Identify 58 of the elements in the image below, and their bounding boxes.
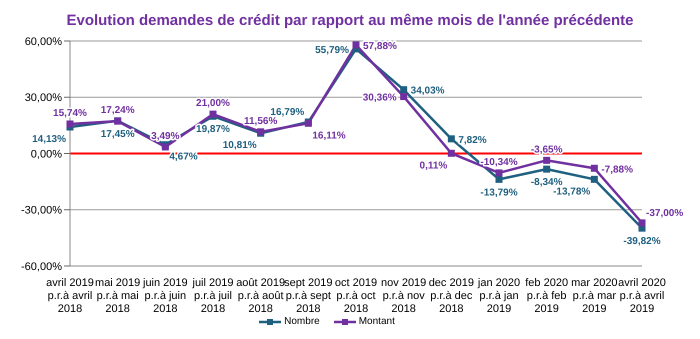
data-label: 14,13% xyxy=(32,134,66,146)
y-tick-label: 0,00% xyxy=(30,148,62,160)
point xyxy=(448,150,455,157)
data-label: 16,11% xyxy=(312,130,346,142)
x-tick-label: feb 2020 p.r.à feb 2019 xyxy=(525,277,568,315)
point xyxy=(400,93,408,100)
data-label: -37,00% xyxy=(646,208,684,219)
point xyxy=(496,169,502,176)
x-tick-label: juil 2019 p.r.à juil 2018 xyxy=(192,277,234,315)
data-label: 7,82% xyxy=(458,134,487,146)
x-tick-label: jan 2020 p.r.à jan 2019 xyxy=(476,277,520,315)
x-tick-label: avril 2020 p.r.à avril 2019 xyxy=(618,277,666,315)
y-tick-label: 30,00% xyxy=(24,92,62,104)
data-label: -13,78% xyxy=(553,186,590,198)
point xyxy=(590,164,598,172)
data-label: 3,49% xyxy=(151,130,180,142)
data-label: -8,34% xyxy=(530,177,563,188)
data-label: 16,79% xyxy=(270,107,304,118)
point xyxy=(638,219,646,226)
data-label: 19,87% xyxy=(196,124,230,136)
x-tick-label: mai 2019 p.r.à mai 2018 xyxy=(95,277,140,315)
data-label: 57,88% xyxy=(363,40,398,52)
data-label: -7,88% xyxy=(601,164,634,176)
data-label: 17,24% xyxy=(100,105,135,116)
data-label: -39,82% xyxy=(623,236,661,248)
data-label: 11,56% xyxy=(244,116,278,127)
data-label: 30,36% xyxy=(362,92,397,104)
y-tick-label: 60,00% xyxy=(24,36,62,48)
x-tick-label: juin 2019 p.r.à juin 2018 xyxy=(142,277,188,315)
data-label: 17,45% xyxy=(100,128,135,140)
x-tick-label: nov 2019 p.r.à nov 2018 xyxy=(381,277,426,315)
data-label: -13,79% xyxy=(480,187,518,198)
x-tick-label: sept 2019 p.r.à sept 2018 xyxy=(284,277,332,315)
point xyxy=(448,135,455,142)
x-tick-label: mar 2020 p.r.à mar 2019 xyxy=(571,277,618,315)
point xyxy=(496,176,502,183)
point xyxy=(352,41,360,48)
point xyxy=(543,156,550,164)
legend-label: Montant xyxy=(358,316,395,327)
x-tick-label: dec 2019 p.r.à dec 2018 xyxy=(428,277,474,315)
y-tick-label: -60,00% xyxy=(21,260,62,273)
data-label: 55,79% xyxy=(315,44,350,56)
point xyxy=(400,86,408,94)
chart-title: Evolution demandes de crédit par rapport au même mois de l'année précédente xyxy=(65,11,635,29)
point xyxy=(66,120,74,128)
legend-label: Nombre xyxy=(284,316,320,327)
data-label: 34,03% xyxy=(410,86,445,97)
x-tick-label: oct 2019 p.r.à oct 2018 xyxy=(334,277,378,315)
point xyxy=(590,176,598,183)
x-tick-label: août 2019 p.r.à août 2018 xyxy=(236,277,286,315)
data-label: 4,67% xyxy=(169,152,198,163)
data-label: -10,34% xyxy=(480,156,518,168)
y-tick-label: -30,00% xyxy=(21,204,62,217)
data-label: 0,11% xyxy=(420,160,448,172)
x-tick-label: avril 2019 p.r.à avril 2018 xyxy=(46,277,94,315)
data-label: 10,81% xyxy=(222,140,257,152)
data-label: 21,00% xyxy=(196,98,230,110)
point xyxy=(543,166,550,173)
